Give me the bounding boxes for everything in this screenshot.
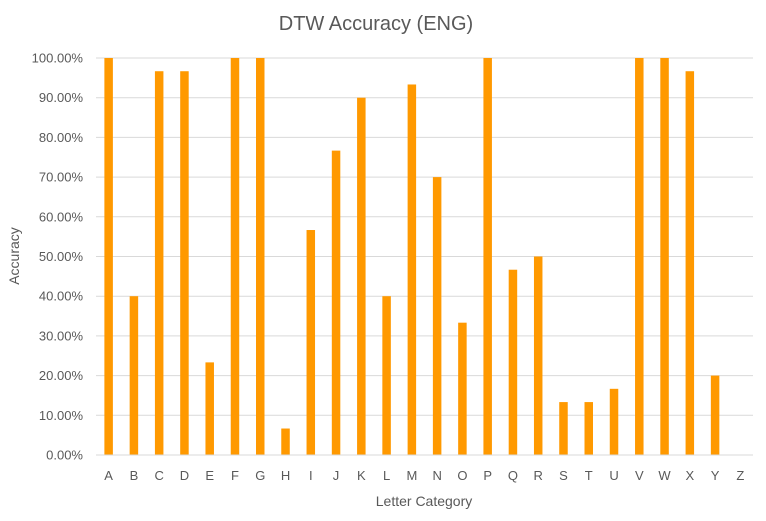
x-tick-label: D [180, 468, 189, 483]
bar-a [104, 58, 113, 455]
x-tick-label: L [383, 468, 390, 483]
y-tick-label: 0.00% [46, 448, 83, 463]
y-tick-labels: 0.00% 10.00% 20.00% 30.00% 40.00% 50.00% 60.00… [32, 51, 84, 463]
bar-t [584, 402, 593, 455]
bar-v [635, 58, 644, 455]
bar-y [710, 375, 720, 455]
chart-title: DTW Accuracy (ENG) [279, 13, 473, 35]
x-tick-label: C [154, 468, 163, 483]
x-tick-label: A [104, 468, 113, 483]
bar-d [180, 71, 189, 456]
bar-w [660, 58, 669, 455]
x-tick-label: U [609, 468, 618, 483]
bar-e [205, 362, 214, 455]
bar-j [331, 150, 341, 455]
x-tick-label: W [658, 468, 671, 483]
y-tick-label: 30.00% [39, 328, 84, 343]
x-tick-label: Q [508, 468, 518, 483]
y-tick-label: 100.00% [32, 51, 84, 66]
y-tick-label: 80.00% [39, 130, 84, 145]
x-tick-label: N [432, 468, 441, 483]
bar-c [154, 71, 164, 456]
x-tick-label: J [333, 468, 340, 483]
x-tick-label: I [309, 468, 313, 483]
x-tick-label: Y [711, 468, 720, 483]
x-tick-label: B [130, 468, 139, 483]
x-tick-label: F [231, 468, 239, 483]
x-tick-label: K [357, 468, 366, 483]
bars [104, 58, 720, 456]
bar-b [129, 296, 139, 455]
bar-x [685, 71, 695, 456]
x-tick-label: S [559, 468, 568, 483]
x-tick-label: R [534, 468, 543, 483]
x-tick-label: T [585, 468, 593, 483]
bar-o [458, 322, 467, 455]
y-tick-label: 50.00% [39, 249, 84, 264]
bar-h [281, 428, 290, 455]
x-tick-label: M [406, 468, 417, 483]
x-tick-label: X [685, 468, 694, 483]
bar-i [306, 230, 316, 455]
x-tick-label: E [205, 468, 214, 483]
bar-p [483, 58, 492, 455]
bar-m [407, 84, 417, 456]
x-axis-label: Letter Category [376, 493, 473, 509]
x-tick-label: G [255, 468, 265, 483]
y-tick-label: 20.00% [39, 368, 84, 383]
bar-q [508, 269, 518, 455]
y-tick-label: 40.00% [39, 289, 84, 304]
bar-u [609, 388, 619, 455]
y-tick-label: 70.00% [39, 170, 84, 185]
x-tick-label: H [281, 468, 290, 483]
x-tick-label: P [483, 468, 492, 483]
x-tick-label: Z [736, 468, 744, 483]
bar-k [357, 97, 366, 455]
x-tick-label: V [635, 468, 644, 483]
y-tick-label: 60.00% [39, 209, 84, 224]
bar-r [533, 256, 543, 455]
bar-g [256, 58, 265, 455]
gridlines [96, 57, 753, 416]
bar-f [230, 58, 240, 455]
bar-n [432, 177, 442, 455]
y-axis-label: Accuracy [6, 227, 22, 285]
y-tick-label: 10.00% [39, 408, 84, 423]
y-tick-label: 90.00% [39, 90, 84, 105]
x-tick-label: O [457, 468, 467, 483]
bar-s [559, 402, 568, 455]
bar-l [382, 296, 391, 455]
